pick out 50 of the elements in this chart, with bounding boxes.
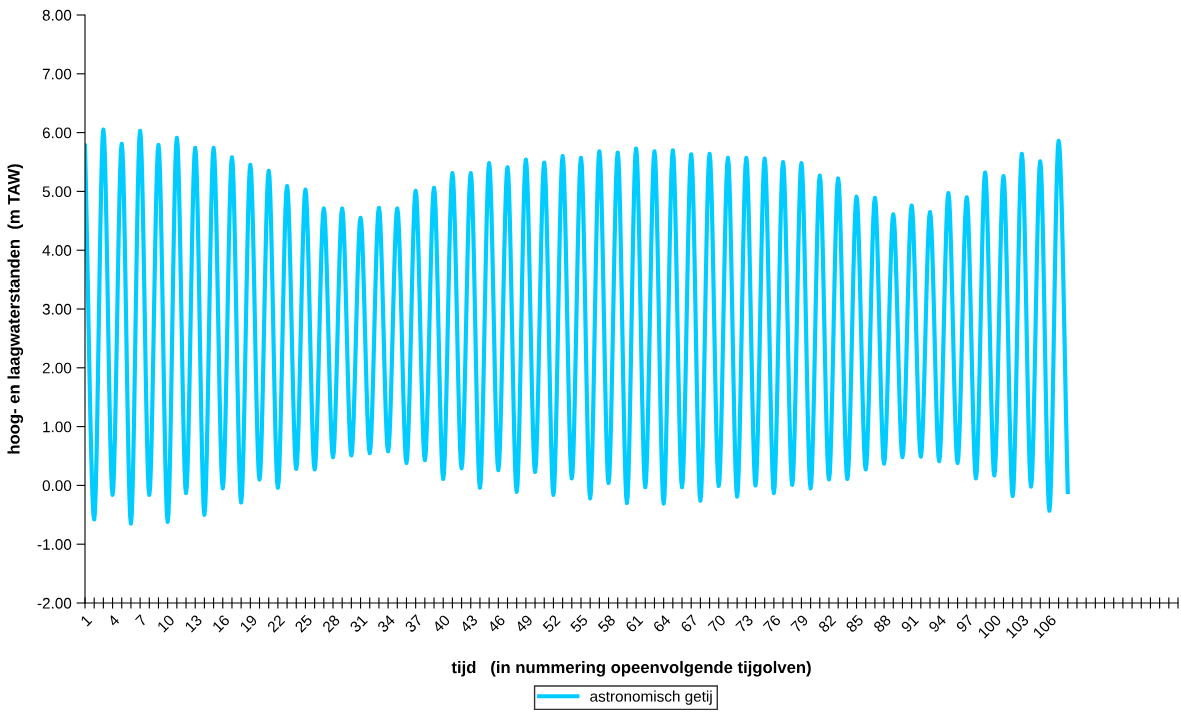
- legend-label: astronomisch getij: [590, 690, 712, 705]
- y-tick-label: -1.00: [37, 539, 72, 550]
- y-tick-label: -2.00: [37, 597, 72, 609]
- y-tick-label: 6.00: [42, 127, 72, 139]
- x-tick-label: 25: [294, 614, 313, 633]
- x-tick-label: 16: [211, 614, 231, 633]
- x-tick-label: 85: [845, 614, 865, 633]
- x-tick-label: 46: [486, 614, 506, 634]
- x-tick-label: 67: [680, 614, 699, 633]
- y-axis-title: hoog- en laagwaterstanden (m TAW): [7, 164, 24, 454]
- y-tick-label: 4.00: [42, 245, 72, 256]
- x-tick-label: 55: [569, 614, 589, 633]
- y-tick-label: 8.00: [42, 9, 72, 21]
- x-tick-label: 40: [431, 614, 451, 634]
- y-tick-label: 5.00: [42, 186, 72, 198]
- y-tick-label: 1.00: [43, 421, 72, 433]
- x-tick-label: 73: [735, 614, 754, 633]
- x-tick-label: 97: [955, 614, 975, 633]
- x-tick-label: 37: [404, 614, 424, 633]
- x-tick-label: 58: [597, 614, 616, 633]
- x-tick-label: 19: [239, 614, 258, 633]
- x-tick-label: 4: [107, 614, 121, 627]
- x-tick-label: 31: [349, 614, 368, 633]
- x-tick-label: 106: [1032, 614, 1057, 639]
- x-tick-label: 91: [900, 614, 920, 633]
- x-tick-label: 28: [321, 614, 341, 633]
- x-tick-label: 79: [790, 614, 809, 633]
- x-tick-label: 94: [927, 614, 947, 633]
- x-axis-title: tijd (in nummering opeenvolgende tijgolven): [451, 660, 811, 677]
- x-tick-label: 52: [542, 614, 561, 633]
- x-tick-label: 7: [135, 614, 148, 627]
- x-tick-label: 10: [156, 614, 176, 633]
- x-tick-label: 82: [817, 614, 837, 633]
- x-tick-label: 34: [376, 614, 396, 633]
- x-tick-label: 22: [266, 614, 286, 633]
- y-tick-label: 7.00: [42, 68, 72, 80]
- x-tick-label: 43: [459, 614, 479, 634]
- x-tick-label: 88: [872, 614, 892, 633]
- x-tick-label: 61: [624, 614, 644, 633]
- y-tick-label: 2.00: [42, 362, 72, 374]
- x-tick-label: 103: [1004, 614, 1030, 639]
- x-tick-label: 76: [762, 614, 782, 633]
- y-tick-label: 3.00: [42, 303, 72, 315]
- y-tick-label: 0.00: [42, 480, 72, 492]
- x-tick-label: 49: [514, 614, 534, 634]
- x-tick-label: 100: [977, 614, 1002, 639]
- x-tick-label: 70: [707, 614, 727, 633]
- x-tick-label: 64: [652, 614, 672, 633]
- x-tick-label: 13: [184, 614, 203, 633]
- x-tick-label: 1: [80, 614, 93, 627]
